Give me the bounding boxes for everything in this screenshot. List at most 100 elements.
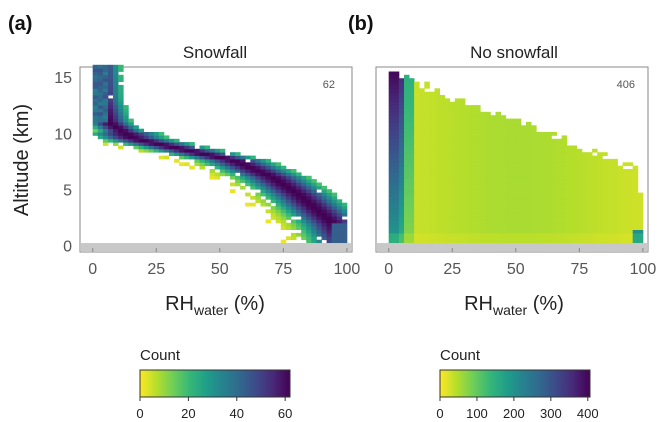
heatmap-cell: [123, 132, 129, 136]
heatmap-cell: [424, 165, 430, 170]
heatmap-cell: [102, 105, 109, 109]
heatmap-cell: [526, 202, 532, 207]
heatmap-cell: [480, 209, 486, 214]
heatmap-cell: [526, 222, 532, 227]
heatmap-cell: [581, 212, 588, 217]
heatmap-cell: [414, 145, 420, 150]
heatmap-cell: [285, 212, 292, 217]
heatmap-cell: [449, 165, 456, 170]
heatmap-cell: [459, 138, 466, 143]
heatmap-cell: [470, 148, 476, 153]
heatmap-cell: [536, 216, 542, 220]
heatmap-cell: [607, 232, 613, 237]
heatmap-cell: [592, 165, 598, 170]
heatmap-cell: [123, 138, 129, 143]
heatmap-cell: [500, 118, 507, 123]
heatmap-cell: [414, 152, 420, 156]
heatmap-cell: [404, 128, 410, 133]
heatmap-cell: [163, 135, 170, 140]
heatmap-cell: [326, 192, 333, 197]
heatmap-cell: [179, 148, 185, 153]
heatmap-cell: [336, 212, 343, 217]
heatmap-cell: [592, 222, 598, 227]
heatmap-cell: [566, 202, 573, 207]
heatmap-cell: [301, 206, 307, 210]
heatmap-cell: [326, 236, 333, 241]
heatmap-cell: [551, 189, 557, 193]
heatmap-cell: [424, 202, 430, 207]
heatmap-cell: [102, 125, 109, 130]
heatmap-cell: [581, 202, 588, 207]
heatmap-cell: [108, 105, 114, 109]
heatmap-cell: [622, 162, 629, 167]
heatmap-cell: [163, 155, 170, 160]
heatmap-cell: [204, 145, 211, 150]
heatmap-cell: [444, 142, 451, 146]
heatmap-cell: [581, 239, 588, 244]
heatmap-cell: [388, 212, 395, 217]
heatmap-cell: [388, 145, 395, 150]
heatmap-cell: [470, 155, 476, 160]
heatmap-cell: [102, 118, 109, 123]
heatmap-cell: [388, 148, 395, 153]
heatmap-cell: [444, 219, 451, 224]
heatmap-cell: [92, 95, 99, 99]
heatmap-cell: [429, 182, 435, 187]
heatmap-cell: [505, 206, 512, 210]
heatmap-cell: [587, 199, 593, 204]
heatmap-cell: [637, 239, 644, 244]
heatmap-cell: [500, 192, 507, 197]
heatmap-cell: [505, 162, 512, 167]
heatmap-cell: [102, 101, 109, 106]
heatmap-cell: [556, 172, 562, 177]
heatmap-cell: [449, 229, 456, 234]
heatmap-cell: [587, 226, 593, 230]
heatmap-cell: [546, 212, 552, 217]
heatmap-cell: [612, 162, 618, 167]
heatmap-cell: [526, 132, 532, 136]
heatmap-cell: [510, 152, 517, 156]
heatmap-cell: [459, 165, 466, 170]
heatmap-cell: [566, 165, 573, 170]
heatmap-cell: [439, 172, 446, 177]
heatmap-cell: [627, 192, 634, 197]
heatmap-cell: [587, 185, 593, 190]
heatmap-cell: [424, 95, 430, 99]
heatmap-cell: [419, 88, 425, 93]
heatmap-cell: [597, 169, 603, 173]
heatmap-cell: [434, 192, 440, 197]
heatmap-cell: [316, 229, 322, 234]
heatmap-cell: [454, 155, 461, 160]
heatmap-cell: [118, 125, 124, 130]
heatmap-cell: [398, 192, 405, 197]
heatmap-cell: [92, 118, 99, 123]
heatmap-cell: [515, 158, 522, 163]
heatmap-cell: [260, 158, 266, 163]
heatmap-cell: [490, 155, 496, 160]
xlabel-main: RH: [464, 293, 493, 315]
heatmap-cell: [388, 108, 395, 113]
heatmap-cell: [331, 226, 338, 230]
heatmap-cell: [622, 195, 629, 200]
heatmap-cell: [414, 172, 420, 177]
heatmap-cell: [409, 95, 415, 99]
heatmap-cell: [113, 121, 119, 126]
heatmap-cell: [209, 175, 216, 180]
heatmap-cell: [388, 138, 395, 143]
heatmap-cell: [495, 145, 501, 150]
heatmap-cell: [97, 115, 104, 119]
heatmap-cell: [398, 229, 405, 234]
heatmap-cell: [449, 219, 456, 224]
heatmap-cell: [204, 162, 211, 167]
heatmap-cell: [637, 195, 644, 200]
heatmap-cell: [449, 189, 456, 193]
heatmap-cell: [526, 152, 532, 156]
heatmap-cell: [245, 172, 251, 177]
heatmap-cell: [306, 219, 312, 224]
heatmap-cell: [404, 189, 410, 193]
heatmap-cell: [485, 169, 491, 173]
heatmap-cell: [546, 148, 552, 153]
heatmap-cell: [480, 175, 486, 180]
heatmap-cell: [439, 125, 446, 130]
heatmap-cell: [444, 185, 451, 190]
